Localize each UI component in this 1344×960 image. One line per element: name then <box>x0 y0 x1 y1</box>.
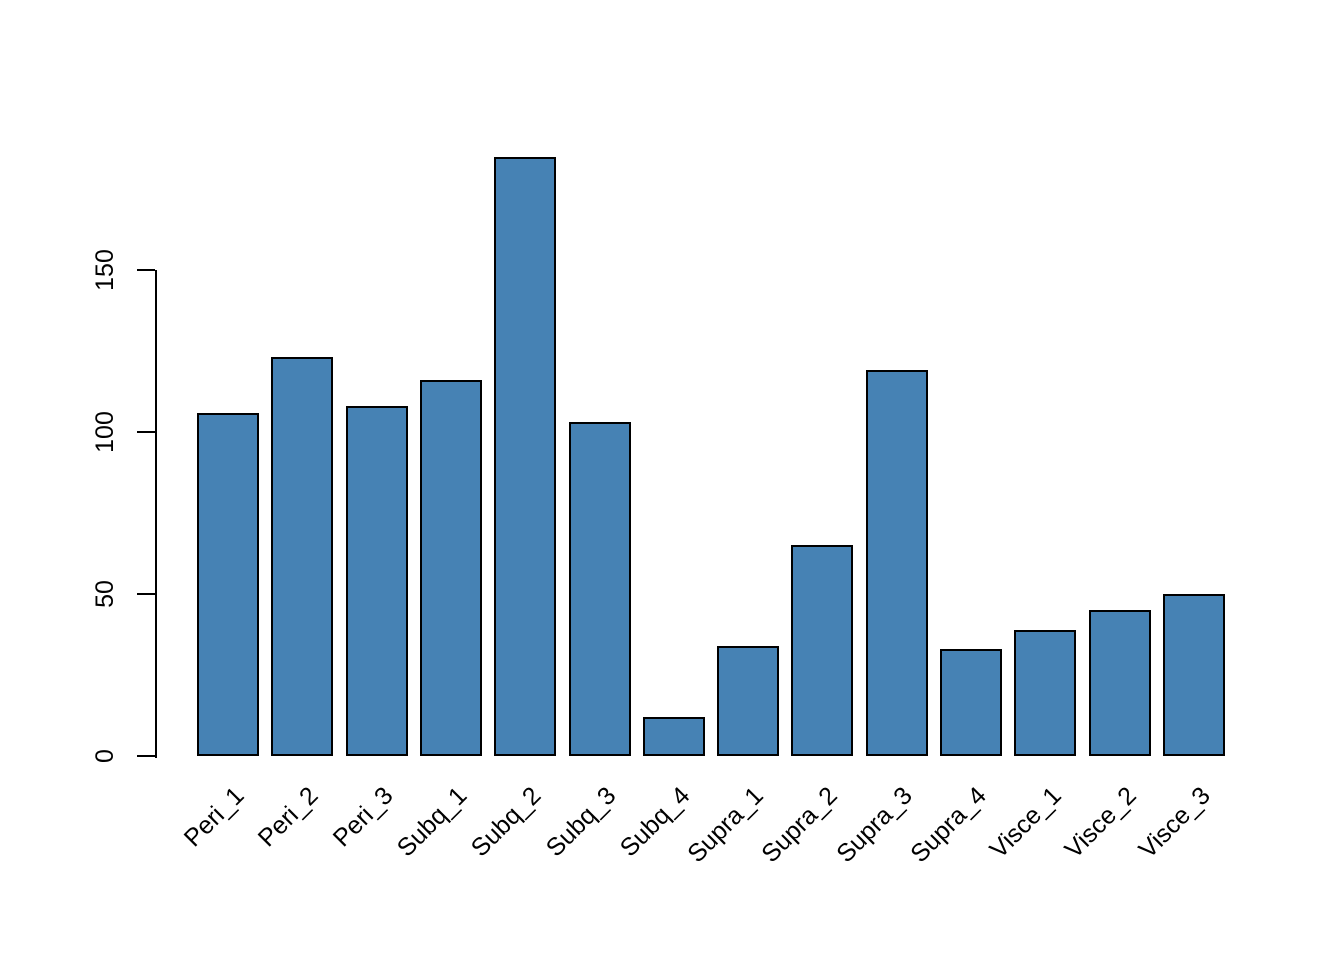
x-tick-label-Supra_2: Supra_2 <box>756 781 844 869</box>
x-tick-label-Subq_1: Subq_1 <box>391 781 473 863</box>
bar-Peri_2 <box>271 357 333 756</box>
x-tick-label-Supra_1: Supra_1 <box>682 781 770 869</box>
bar-Visce_3 <box>1163 594 1225 756</box>
bar-Subq_1 <box>420 380 482 756</box>
y-tick-label: 150 <box>91 249 119 291</box>
bar-Visce_1 <box>1014 630 1076 756</box>
bar-Subq_3 <box>569 422 631 756</box>
y-tick-label: 100 <box>91 411 119 453</box>
x-tick-label-Visce_2: Visce_2 <box>1058 781 1142 864</box>
x-tick-label-Visce_1: Visce_1 <box>983 781 1067 864</box>
y-axis-tick <box>137 269 155 271</box>
bar-Visce_2 <box>1089 610 1151 756</box>
y-axis-tick <box>137 431 155 433</box>
y-axis-tick <box>137 593 155 595</box>
bar-Subq_2 <box>494 157 556 756</box>
y-tick-label: 50 <box>91 580 119 608</box>
bar-Supra_3 <box>866 370 928 756</box>
bar-Supra_2 <box>791 545 853 756</box>
x-tick-label-Peri_1: Peri_1 <box>178 781 250 853</box>
bar-Subq_4 <box>643 717 705 756</box>
y-axis-tick <box>137 755 155 757</box>
y-tick-label: 0 <box>91 749 119 763</box>
bar-Supra_4 <box>940 649 1002 756</box>
x-tick-label-Subq_2: Subq_2 <box>465 781 547 863</box>
x-tick-label-Supra_3: Supra_3 <box>831 781 919 869</box>
y-axis-line <box>155 270 157 758</box>
x-tick-label-Peri_2: Peri_2 <box>252 781 324 853</box>
x-tick-label-Peri_3: Peri_3 <box>327 781 399 853</box>
bar-Peri_1 <box>197 413 259 756</box>
x-tick-label-Supra_4: Supra_4 <box>905 781 993 869</box>
bar-Supra_1 <box>717 646 779 756</box>
bar-Peri_3 <box>346 406 408 756</box>
x-tick-label-Subq_3: Subq_3 <box>540 781 622 863</box>
x-tick-label-Visce_3: Visce_3 <box>1132 781 1216 864</box>
